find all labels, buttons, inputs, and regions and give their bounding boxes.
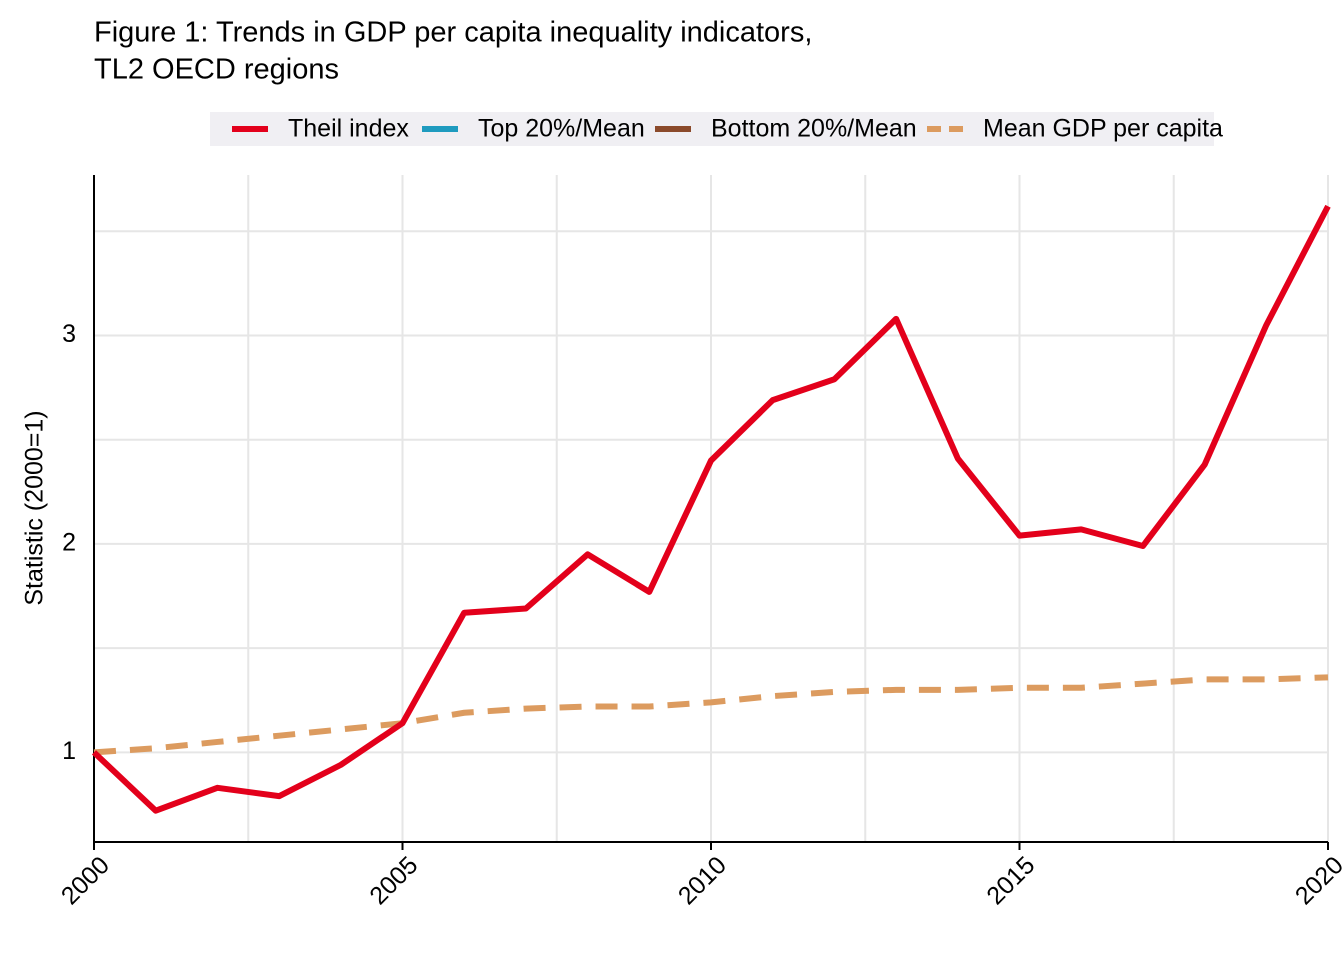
x-tick-label: 2010 [673, 851, 732, 910]
series-line [93, 674, 1329, 756]
legend-label: Top 20%/Mean [478, 115, 645, 143]
legend-label: Theil index [288, 115, 409, 143]
x-tick-label: 2020 [1290, 851, 1344, 910]
series-line [91, 204, 1331, 814]
y-tick-label: 3 [62, 320, 76, 348]
y-tick-label: 2 [62, 529, 76, 557]
chart-title: Figure 1: Trends in GDP per capita inequ… [94, 17, 812, 49]
legend-label: Bottom 20%/Mean [711, 115, 917, 143]
legend-background [210, 112, 1214, 146]
x-tick-label: 2005 [364, 851, 423, 910]
x-tick-label: 2000 [56, 851, 115, 910]
legend-label: Mean GDP per capita [983, 115, 1223, 143]
chart-title: TL2 OECD regions [94, 54, 339, 86]
y-tick-label: 1 [62, 737, 76, 765]
y-axis-label: Statistic (2000=1) [21, 410, 49, 605]
x-tick-label: 2015 [981, 851, 1040, 910]
